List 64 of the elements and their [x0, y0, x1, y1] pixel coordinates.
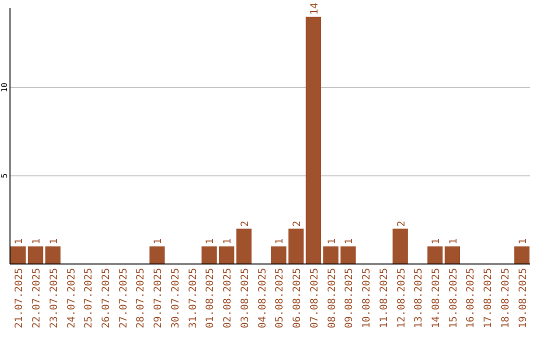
data-label: 1 — [274, 238, 286, 244]
x-tick-label: 11.08.2025 — [378, 268, 390, 328]
x-tick-label: 25.07.2025 — [84, 268, 95, 328]
bar — [149, 246, 165, 264]
bar — [392, 228, 408, 264]
x-tick-label: 05.08.2025 — [274, 268, 286, 328]
data-label: 2 — [292, 220, 304, 227]
x-tick-label: 27.07.2025 — [118, 268, 130, 328]
x-tick-label: 26.07.2025 — [101, 268, 112, 328]
x-tick-label: 28.07.2025 — [136, 268, 147, 328]
data-label: 1 — [518, 238, 529, 244]
x-tick-label: 17.08.2025 — [483, 268, 494, 328]
data-label: 14 — [309, 2, 320, 15]
x-tick-label: 18.08.2025 — [500, 268, 512, 328]
x-tick-label: 14.08.2025 — [430, 268, 442, 328]
bar — [28, 246, 44, 264]
bar — [427, 246, 443, 264]
bar — [218, 246, 234, 264]
bar — [236, 228, 252, 264]
bar — [306, 16, 322, 264]
data-label: 1 — [344, 238, 356, 244]
x-tick-label: 04.08.2025 — [257, 268, 268, 328]
x-tick-label: 01.08.2025 — [205, 268, 216, 328]
data-label: 2 — [396, 220, 408, 227]
data-label: 1 — [205, 238, 216, 244]
bar — [288, 228, 304, 264]
x-tick-label: 23.07.2025 — [48, 268, 60, 328]
bar — [514, 246, 530, 264]
data-label: 1 — [222, 238, 234, 244]
bar — [10, 246, 26, 264]
bar — [444, 246, 460, 264]
x-tick-label: 31.07.2025 — [188, 268, 199, 328]
data-label: 1 — [32, 238, 43, 244]
x-tick-label: 21.07.2025 — [14, 268, 26, 328]
data-label: 1 — [48, 238, 60, 244]
x-tick-label: 02.08.2025 — [222, 268, 234, 328]
x-tick-label: 09.08.2025 — [344, 268, 356, 328]
x-tick-label: 03.08.2025 — [240, 268, 251, 328]
x-tick-label: 13.08.2025 — [414, 268, 425, 328]
data-label: 1 — [326, 238, 338, 244]
x-tick-label: 29.07.2025 — [153, 268, 164, 328]
x-tick-label: 19.08.2025 — [518, 268, 529, 328]
y-tick-label: 5 — [0, 173, 9, 178]
x-tick-label: 22.07.2025 — [32, 268, 43, 328]
x-tick-label: 08.08.2025 — [326, 268, 338, 328]
x-tick-label: 15.08.2025 — [448, 268, 460, 328]
bar — [202, 246, 217, 264]
data-label: 1 — [430, 238, 442, 244]
bar — [340, 246, 356, 264]
x-tick-label: 16.08.2025 — [466, 268, 477, 328]
bar — [45, 246, 61, 264]
x-tick-label: 07.08.2025 — [309, 268, 320, 328]
data-label: 1 — [14, 238, 26, 244]
x-tick-label: 06.08.2025 — [292, 268, 304, 328]
x-tick-label: 12.08.2025 — [396, 268, 408, 328]
x-tick-label: 10.08.2025 — [362, 268, 373, 328]
x-tick-label: 24.07.2025 — [66, 268, 78, 328]
bar — [323, 246, 338, 264]
x-tick-label: 30.07.2025 — [170, 268, 182, 328]
data-label: 1 — [448, 238, 460, 244]
bar — [271, 246, 286, 264]
y-tick-label: 10 — [0, 82, 9, 92]
data-label: 1 — [153, 238, 164, 244]
data-label: 2 — [240, 220, 251, 227]
